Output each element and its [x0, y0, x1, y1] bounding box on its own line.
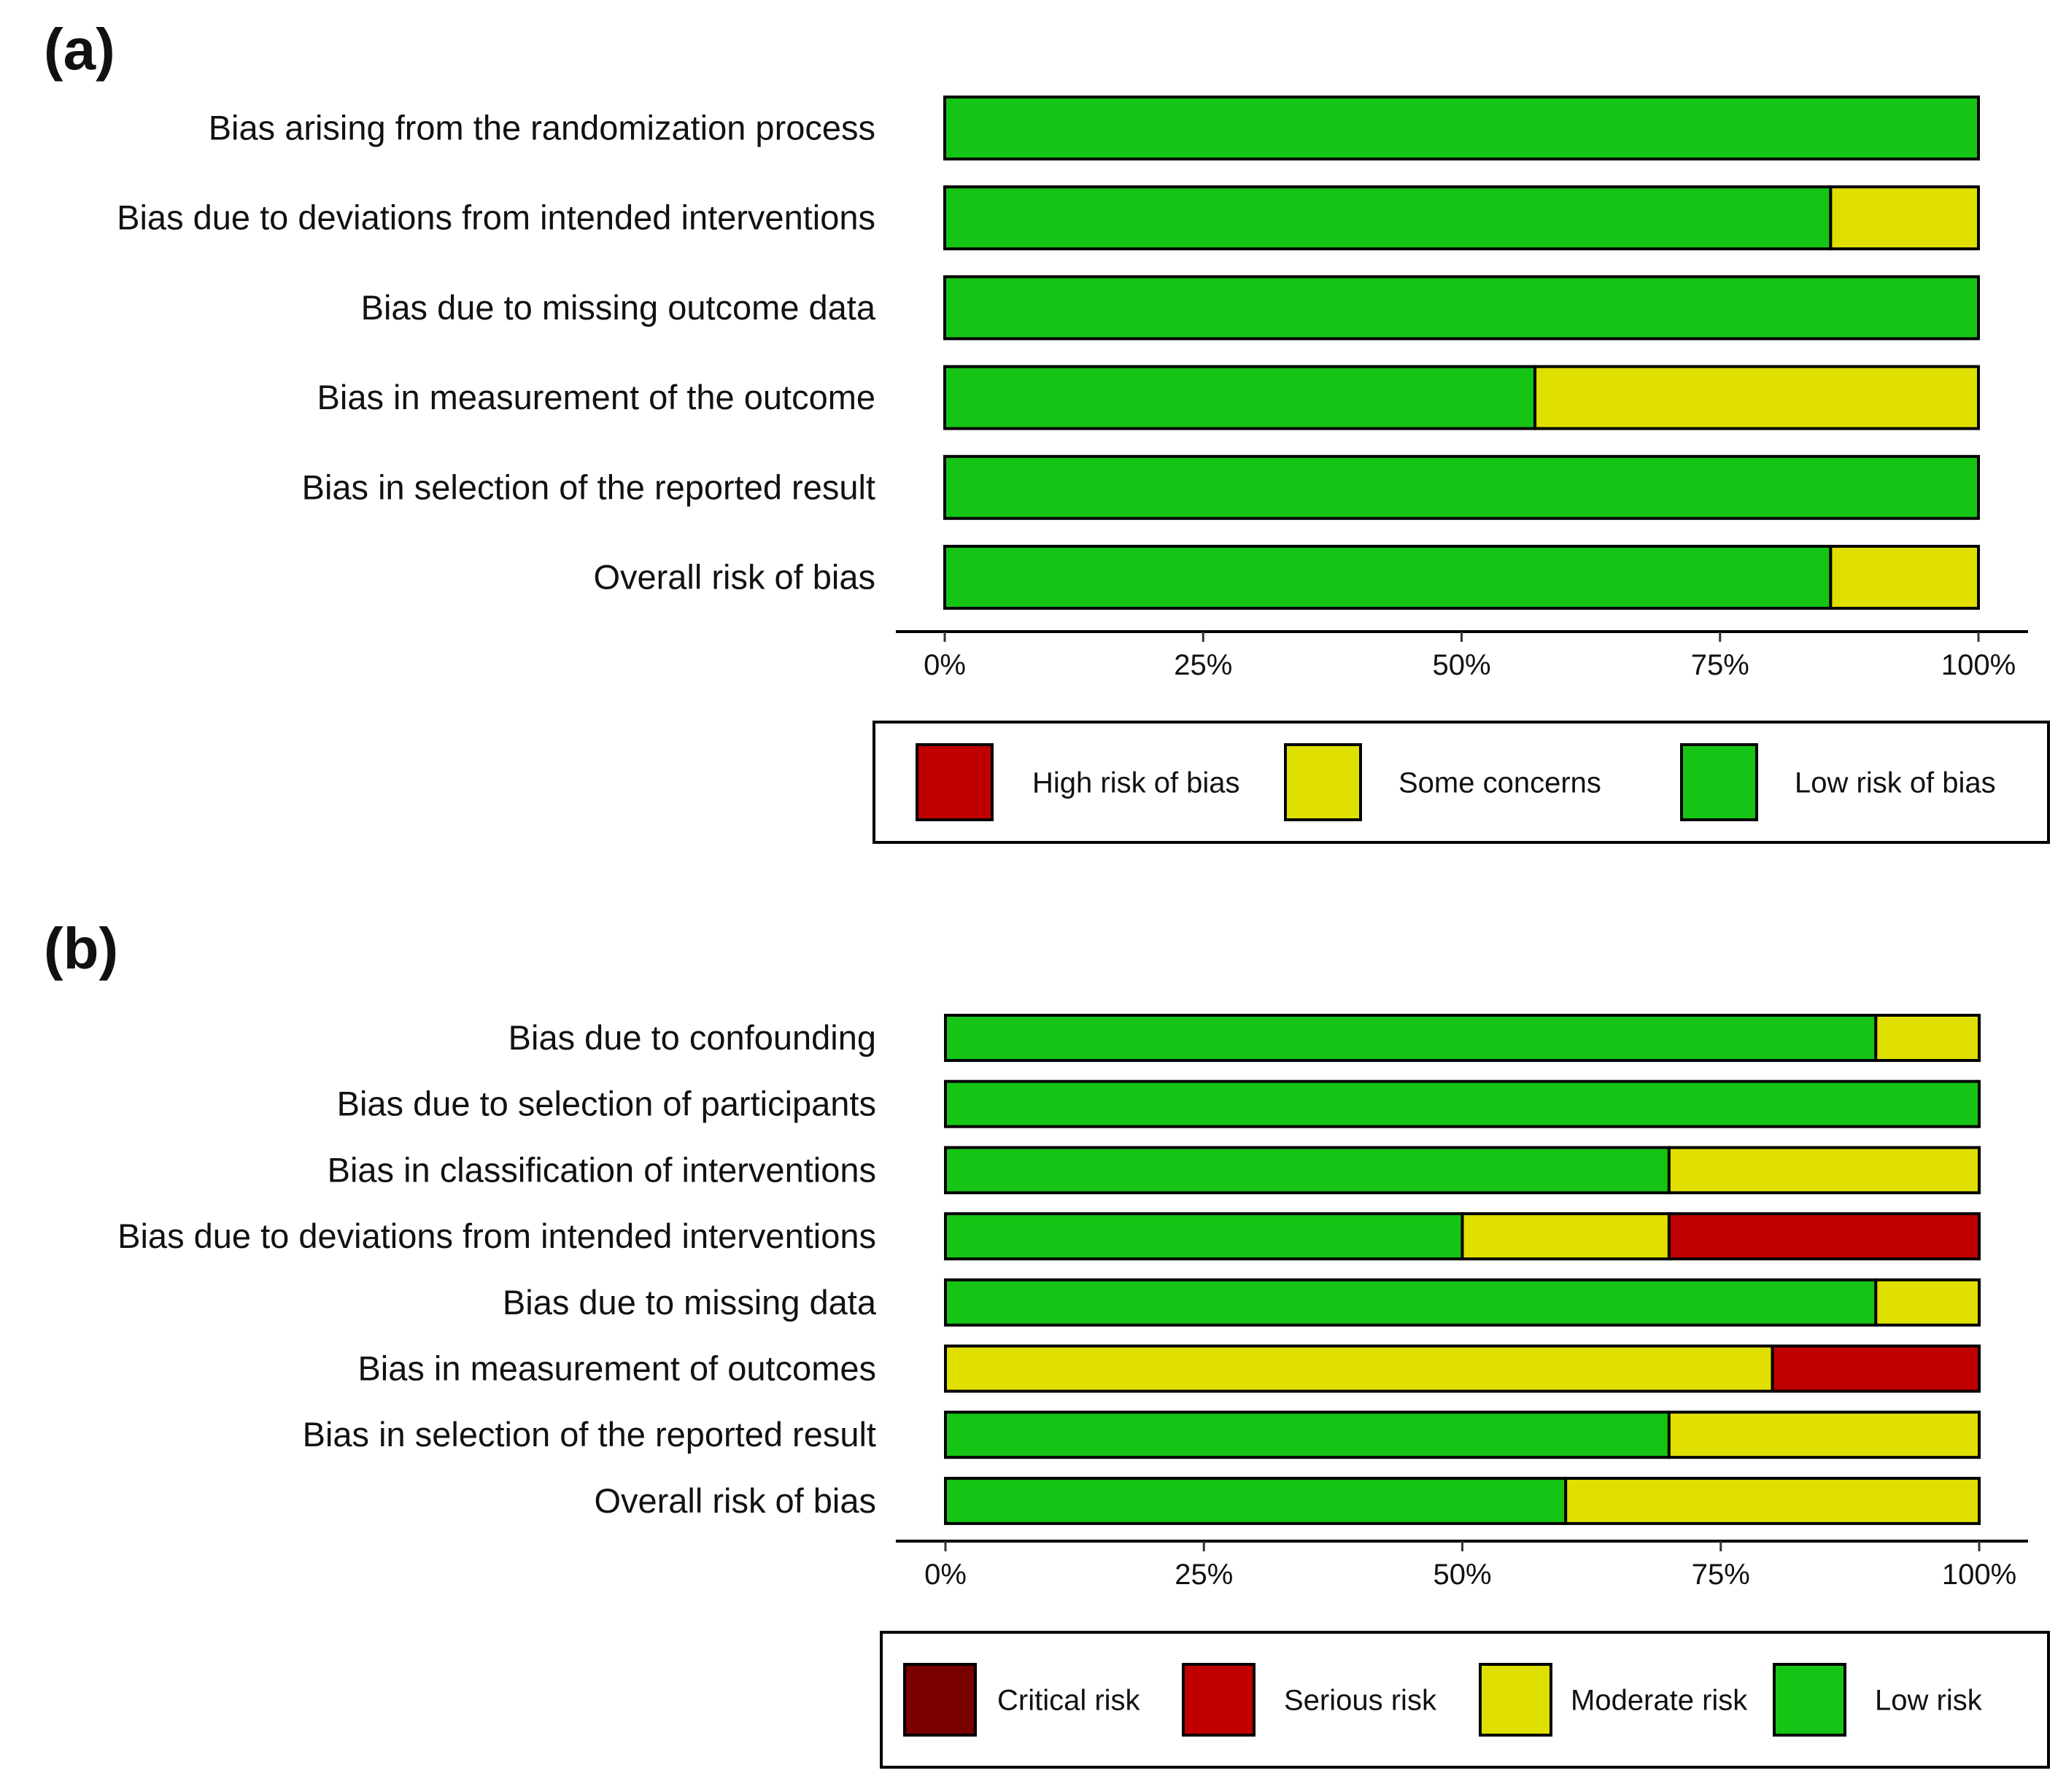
bar-segment [1874, 1014, 1981, 1062]
legend-label: Critical risk [997, 1685, 1141, 1717]
bar-segment [1667, 1212, 1981, 1261]
legend-swatch [1773, 1663, 1846, 1737]
panel-b: (b) Bias due to confounding Bias due to se… [44, 916, 2050, 1769]
legend-label: High risk of bias [1032, 767, 1240, 799]
legend-swatch [1680, 743, 1758, 821]
x-tick-label: 100% [1941, 649, 2016, 681]
row-label: Bias due to selection of participants [337, 1085, 876, 1123]
row-label: Bias due to confounding [508, 1018, 876, 1057]
row-label: Bias due to deviations from intended int… [117, 198, 875, 237]
x-tick-label: 75% [1691, 649, 1749, 681]
bar-segment [1771, 1344, 1981, 1393]
bar-segment [1667, 1411, 1981, 1459]
row-label: Bias due to missing outcome data [361, 288, 876, 327]
bar-segment [944, 1014, 1878, 1062]
bar-segment [1874, 1278, 1981, 1327]
bar-segment [944, 1476, 1568, 1525]
legend-label: Low risk [1875, 1685, 1983, 1717]
bar-segment [1460, 1212, 1671, 1261]
x-tick-label: 25% [1174, 649, 1232, 681]
x-tick-label: 50% [1432, 649, 1490, 681]
legend-swatch [1284, 743, 1362, 821]
x-tick-label: 0% [924, 649, 966, 681]
legend-label: Moderate risk [1571, 1685, 1748, 1717]
row-label: Bias in measurement of the outcome [317, 378, 875, 416]
bar-segment [944, 1079, 1981, 1128]
panel-label: (a) [44, 17, 115, 82]
bar-segment [1667, 1146, 1981, 1195]
bar-segment [943, 96, 1980, 160]
row-label: Overall risk of bias [593, 558, 875, 597]
legend-swatch [903, 1663, 977, 1737]
legend-swatch [1479, 1663, 1552, 1737]
row-label: Bias in selection of the reported result [303, 1415, 876, 1454]
bar-segment [1829, 545, 1980, 610]
row-label: Bias due to deviations from intended int… [117, 1217, 876, 1255]
legend-swatch [1182, 1663, 1256, 1737]
legend-label: Serious risk [1284, 1685, 1437, 1717]
bar-segment [943, 545, 1833, 610]
row-label: Bias in classification of interventions [328, 1150, 876, 1189]
row-label: Bias due to missing data [503, 1283, 877, 1322]
bar-segment [943, 275, 1980, 341]
legend-box [873, 721, 2050, 844]
bar-segment [944, 1411, 1671, 1459]
legend-label: Low risk of bias [1795, 767, 1996, 799]
x-tick-label: 0% [924, 1559, 967, 1591]
row-label: Overall risk of bias [594, 1481, 876, 1520]
x-tick-label: 25% [1175, 1559, 1233, 1591]
bar-segment [1829, 185, 1980, 251]
bar-segment [944, 1278, 1878, 1327]
bar-segment [944, 1344, 1774, 1393]
bar-segment [943, 365, 1537, 430]
legend-swatch [916, 743, 994, 821]
legend-box [880, 1631, 2050, 1769]
bar-segment [1533, 365, 1980, 430]
x-tick-label: 100% [1942, 1559, 2016, 1591]
row-label: Bias in selection of the reported result [302, 468, 875, 506]
bar-segment [943, 454, 1980, 520]
bar-segment [943, 185, 1833, 251]
legend-label: Some concerns [1398, 767, 1601, 799]
bar-segment [944, 1146, 1671, 1195]
bar-segment [1564, 1476, 1981, 1525]
row-label: Bias arising from the randomization proc… [209, 109, 875, 147]
x-tick-label: 50% [1433, 1559, 1491, 1591]
x-tick-label: 75% [1692, 1559, 1750, 1591]
row-label: Bias in measurement of outcomes [357, 1349, 876, 1388]
panel-a: (a) Bias arising from the randomization p… [44, 17, 2050, 844]
panel-label: (b) [44, 916, 118, 981]
bar-segment [944, 1212, 1464, 1261]
